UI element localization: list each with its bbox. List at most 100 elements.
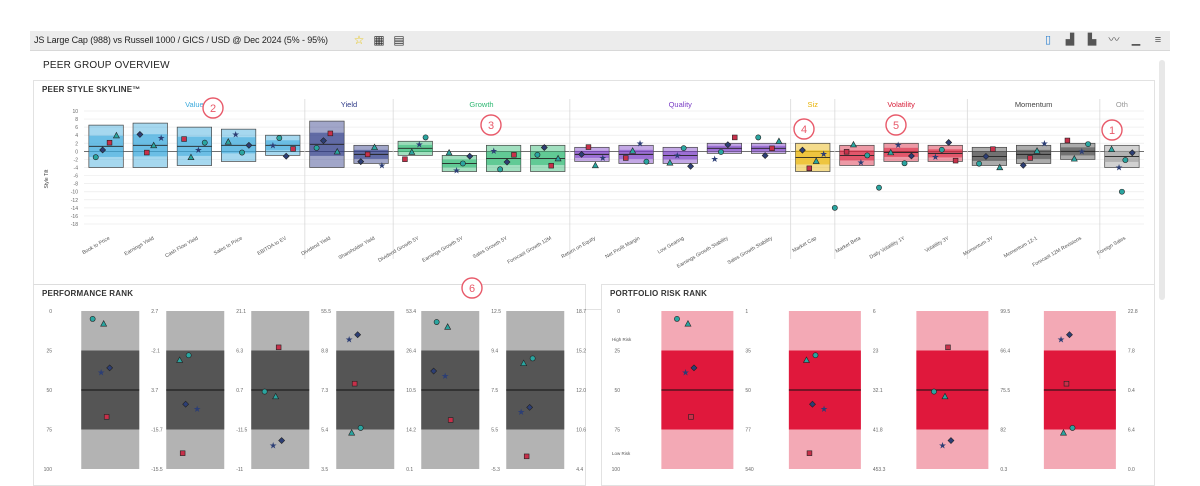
peer-marker bbox=[272, 392, 280, 400]
peer-marker: ★ bbox=[193, 404, 201, 414]
factor-label: Dividend Growth 5Y bbox=[377, 235, 420, 264]
rank-value-label: 41.8 bbox=[873, 428, 883, 434]
rank-value-label: 3.5 bbox=[321, 467, 328, 473]
factor-label: Forecast 12M Revisions bbox=[1032, 235, 1084, 268]
peer-marker bbox=[876, 184, 882, 191]
histogram-icon[interactable]: ▙ bbox=[1087, 34, 1097, 46]
peer-marker bbox=[688, 414, 694, 420]
peer-marker bbox=[201, 139, 208, 146]
peer-marker: ★ bbox=[232, 129, 240, 139]
rank-value-label: 53.4 bbox=[406, 309, 416, 315]
group-label: Quality bbox=[669, 100, 693, 109]
factor-label: Market Beta bbox=[835, 235, 862, 254]
rank-value-label: 99.5 bbox=[1000, 309, 1010, 315]
peer-marker bbox=[364, 151, 371, 158]
rank-tick-label: 0 bbox=[49, 309, 52, 315]
factor-label: Low Gearing bbox=[657, 235, 686, 255]
rank-value-label: 1 bbox=[745, 309, 748, 315]
rank-value-label: 18.7 bbox=[576, 309, 586, 315]
peer-marker: ★ bbox=[931, 152, 939, 162]
analysis-title: JS Large Cap (988) vs Russell 1000 / GIC… bbox=[34, 35, 328, 45]
peer-marker bbox=[182, 400, 190, 408]
peer-marker bbox=[1070, 154, 1078, 162]
rank-value-label: -15.7 bbox=[151, 428, 163, 434]
peer-marker bbox=[136, 130, 144, 138]
peer-marker bbox=[402, 156, 408, 162]
peer-marker: ★ bbox=[157, 133, 165, 143]
y-tick-label: -6 bbox=[74, 174, 79, 180]
rank-value-label: 14.2 bbox=[406, 428, 416, 434]
peer-marker: ★ bbox=[857, 158, 865, 168]
peer-marker bbox=[348, 429, 356, 436]
peer-marker: ★ bbox=[441, 371, 449, 381]
peer-marker bbox=[687, 162, 695, 170]
peer-marker bbox=[1063, 380, 1070, 387]
peer-marker bbox=[941, 392, 949, 400]
peer-marker bbox=[1027, 155, 1033, 161]
menu-icon[interactable]: ≡ bbox=[1154, 34, 1162, 46]
skyline-title: PEER STYLE SKYLINE™ bbox=[42, 85, 141, 94]
peer-marker bbox=[433, 319, 440, 325]
page-view-icon[interactable]: ▯ bbox=[1044, 34, 1052, 46]
y-tick-label: -12 bbox=[71, 198, 78, 204]
peer-marker bbox=[761, 152, 769, 160]
peer-marker bbox=[526, 403, 534, 411]
risk-title: PORTFOLIO RISK RANK bbox=[610, 289, 708, 298]
peer-marker bbox=[351, 380, 358, 387]
rank-value-label: 0.7 bbox=[236, 388, 243, 394]
peer-marker bbox=[290, 146, 296, 152]
peer-marker bbox=[674, 315, 680, 322]
factor-label: Net Profit Margin bbox=[604, 235, 641, 260]
y-tick-label: -4 bbox=[74, 166, 79, 172]
peer-marker: ★ bbox=[269, 440, 277, 450]
peer-marker bbox=[1108, 145, 1116, 152]
rank-value-label: 3.7 bbox=[151, 388, 158, 394]
factor-label: Shareholder Yield bbox=[338, 235, 377, 261]
peer-marker bbox=[430, 367, 438, 375]
document-icon[interactable]: ▤ bbox=[393, 33, 405, 47]
y-tick-label: 8 bbox=[75, 117, 78, 123]
y-tick-label: -14 bbox=[71, 206, 78, 212]
star-icon[interactable]: ☆ bbox=[353, 33, 365, 47]
peer-marker: ★ bbox=[345, 334, 353, 344]
performance-title: PERFORMANCE RANK bbox=[42, 289, 134, 298]
toolbar: JS Large Cap (988) vs Russell 1000 / GIC… bbox=[30, 31, 1170, 51]
rank-value-label: 7.3 bbox=[321, 388, 328, 394]
peer-marker bbox=[947, 437, 955, 444]
peer-marker bbox=[623, 155, 629, 161]
rank-tick-label: 50 bbox=[46, 388, 52, 394]
peer-marker bbox=[1119, 188, 1125, 195]
peer-marker bbox=[864, 152, 871, 159]
rank-value-label: 7.8 bbox=[1128, 349, 1135, 355]
skyline-panel: PEER STYLE SKYLINE™ 10 8 6 4 2 0 -2 -4 -6 -8 -10 -1… bbox=[33, 80, 1155, 310]
peer-marker bbox=[812, 157, 820, 164]
peer-marker bbox=[732, 134, 738, 141]
peer-marker bbox=[990, 146, 996, 152]
peer-marker bbox=[422, 134, 429, 141]
peer-marker bbox=[100, 320, 108, 327]
factor-label: Earnings Yield bbox=[124, 235, 156, 257]
y-tick-label: -16 bbox=[71, 214, 78, 220]
peer-marker bbox=[585, 144, 592, 150]
rank-value-label: 0.3 bbox=[1000, 467, 1007, 473]
main-content: PEER GROUP OVERVIEW PEER STYLE SKYLINE™ … bbox=[30, 52, 1170, 486]
table-icon[interactable]: ▦ bbox=[373, 33, 385, 47]
group-label: Growth bbox=[469, 100, 493, 109]
y-tick-label: -2 bbox=[74, 157, 79, 163]
peer-marker bbox=[278, 437, 286, 444]
y-tick-label: -10 bbox=[71, 190, 78, 196]
rank-value-label: 26.4 bbox=[406, 349, 416, 355]
peer-marker bbox=[181, 136, 187, 142]
peer-marker bbox=[333, 147, 341, 155]
peer-marker bbox=[459, 160, 466, 167]
chart-view-icon[interactable]: ▁ bbox=[1131, 34, 1141, 46]
rank-value-label: 5.5 bbox=[491, 428, 498, 434]
vertical-scrollbar[interactable] bbox=[1159, 60, 1165, 300]
peer-marker bbox=[187, 153, 195, 161]
line-view-icon[interactable]: 〰 bbox=[1108, 34, 1120, 46]
peer-marker bbox=[907, 152, 915, 160]
bar-distribution-icon[interactable]: ▟ bbox=[1065, 34, 1075, 46]
factor-label: EBITDA to EV bbox=[257, 235, 289, 257]
rank-value-label: -5.3 bbox=[491, 467, 500, 473]
peer-marker bbox=[245, 141, 253, 149]
